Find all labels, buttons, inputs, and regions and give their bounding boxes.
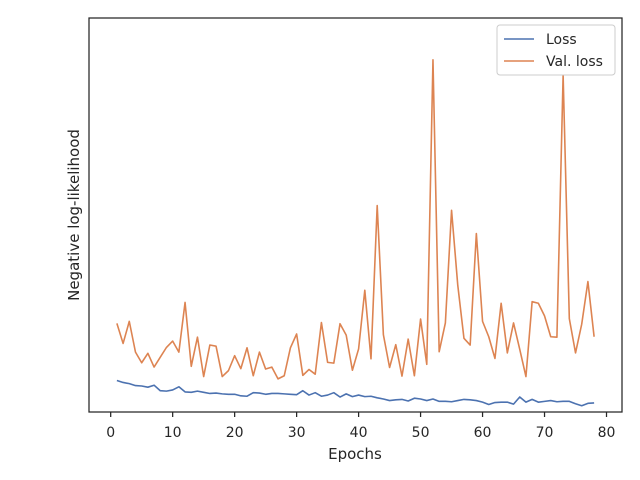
x-axis-ticks: 0 10 20 30 40 50 60 70 80 (106, 412, 615, 441)
series-line-val-loss (116, 58, 595, 380)
x-tick-label: 60 (474, 425, 492, 441)
series-loss (116, 379, 595, 407)
x-tick-label: 80 (598, 425, 616, 441)
x-tick-label: 40 (350, 425, 368, 441)
series-line-loss (116, 379, 595, 407)
x-tick-label: 30 (288, 425, 306, 441)
x-tick-label: 70 (536, 425, 554, 441)
legend-label-val-loss: Val. loss (546, 54, 603, 70)
y-axis-title: Negative log-likelihood (65, 129, 83, 301)
x-tick-label: 50 (412, 425, 430, 441)
legend-box (496, 24, 616, 76)
plot-background (89, 18, 622, 412)
x-axis-title: Epochs (328, 445, 382, 463)
legend: Loss Val. loss (496, 24, 616, 76)
x-tick-label: 20 (226, 425, 244, 441)
plot-frame (88, 17, 623, 413)
x-tick-label: 0 (106, 425, 115, 441)
legend-label-loss: Loss (546, 32, 577, 48)
x-tick-label: 10 (164, 425, 182, 441)
